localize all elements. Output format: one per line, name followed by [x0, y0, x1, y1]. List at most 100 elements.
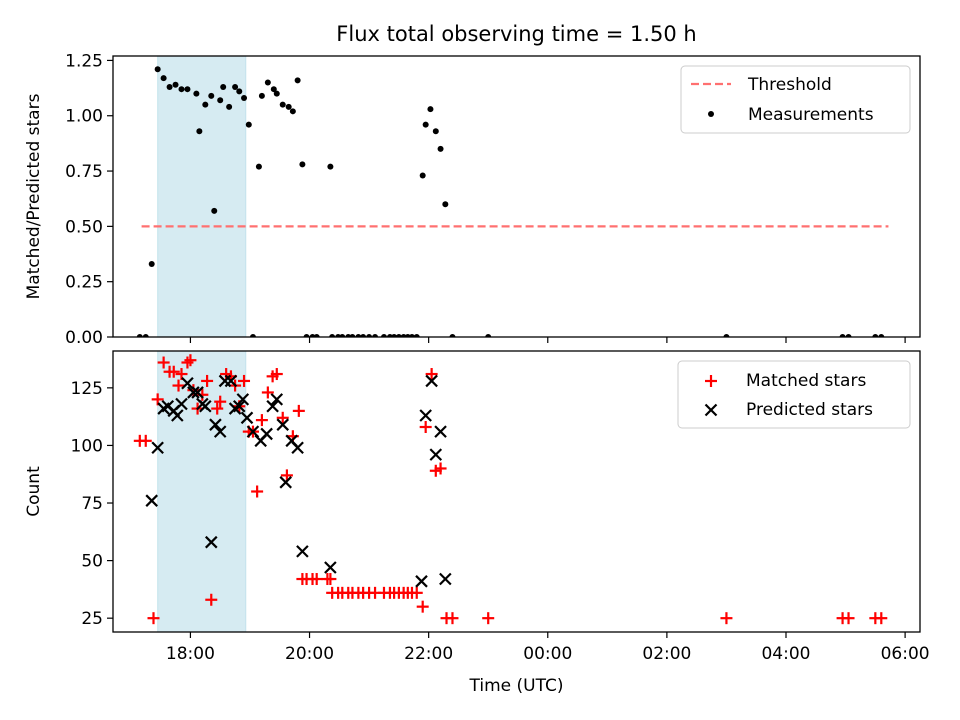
measurement-point [327, 163, 334, 170]
matched-star-point [875, 612, 888, 625]
measurement-point [349, 334, 356, 337]
matched-star-point [201, 374, 214, 387]
predicted-star-point [199, 400, 212, 413]
measurement-point [442, 201, 449, 208]
measurement-point [432, 128, 439, 135]
measurement-point [329, 334, 336, 337]
matched-star-point [205, 593, 218, 606]
measurement-point [289, 108, 296, 115]
matched-star-point [261, 386, 274, 399]
y-tick-label: 0.00 [65, 328, 103, 348]
matched-star-point [151, 393, 164, 406]
measurement-point [270, 86, 277, 93]
measurement-point [872, 334, 879, 337]
matched-star-point [416, 600, 429, 613]
predicted-star-point [266, 400, 279, 413]
matched-star-point [419, 421, 432, 434]
measurement-point [408, 334, 415, 337]
measurement-point [380, 334, 387, 337]
matched-star-point [842, 612, 855, 625]
predicted-star-point [187, 386, 200, 399]
measurement-point [220, 83, 227, 90]
y-tick-label: 0.50 [65, 217, 103, 237]
matched-star-point [147, 612, 160, 625]
y-axis-label: Count [24, 466, 44, 517]
matched-star-point [482, 612, 495, 625]
x-tick-label: 06:00 [881, 644, 930, 664]
predicted-star-point [151, 441, 164, 455]
matched-star-point [251, 485, 264, 498]
matched-star-point [175, 368, 188, 381]
matched-star-point [270, 368, 283, 381]
legend-predicted-swatch [704, 403, 718, 417]
x-tick-label: 04:00 [761, 644, 810, 664]
matched-star-point [139, 434, 152, 447]
axes-frame [112, 55, 921, 338]
predicted-star-point [224, 374, 238, 388]
measurement-point [148, 260, 155, 267]
predicted-star-point [270, 393, 284, 406]
measurement-point [366, 334, 373, 337]
measurement-point [245, 121, 252, 128]
predicted-star-point [236, 393, 250, 406]
measurement-point [202, 101, 209, 108]
predicted-star-point [291, 441, 304, 455]
measurement-point [485, 334, 492, 337]
predicted-star-point [204, 535, 218, 549]
predicted-star-point [439, 572, 452, 586]
matched-star-point [292, 404, 305, 417]
matched-star-point [167, 365, 180, 378]
shaded-span [157, 55, 247, 338]
measurement-point [391, 334, 398, 337]
measurement-point [294, 77, 301, 84]
predicted-star-point [232, 400, 246, 413]
legend-box [680, 65, 911, 134]
predicted-star-point [240, 411, 254, 425]
plot-area [136, 66, 889, 337]
predicted-star-point [415, 575, 428, 588]
predicted-star-point [181, 376, 194, 390]
matched-star-point [211, 402, 224, 415]
measurement-point [264, 79, 271, 86]
measurement-point [419, 172, 426, 179]
y-tick-label: 0.75 [65, 162, 103, 182]
measurement-point [142, 334, 149, 337]
matched-star-point [214, 395, 227, 408]
y-tick-label: 125 [71, 379, 103, 399]
measurement-point [313, 334, 320, 337]
measurement-point [208, 92, 215, 99]
measurement-point [360, 334, 367, 337]
matched-star-point [425, 368, 438, 381]
axes-frame [112, 350, 921, 633]
predicted-star-point [209, 418, 222, 431]
measurement-point [413, 334, 420, 337]
measurement-point [217, 97, 224, 104]
measurement-point [449, 334, 456, 337]
matched-star-point [280, 469, 293, 482]
bottom-panel: 25 50 75 100 125 18:00 20:00 22:00 00:00 02:00 04:… [24, 350, 930, 696]
predicted-star-point [213, 425, 227, 438]
measurement-point [273, 90, 280, 97]
legend: Threshold Measurements [680, 65, 911, 134]
measurement-point [299, 161, 306, 168]
measurement-point [184, 86, 191, 93]
x-axis-label: Time (UTC) [469, 676, 564, 696]
plot-area [133, 354, 888, 625]
predicted-star-point [171, 409, 184, 422]
y-tick-label: 25 [81, 609, 103, 629]
matched-star-point [410, 586, 423, 599]
matched-star-point [184, 354, 197, 367]
predicted-star-point [419, 409, 432, 422]
predicted-star-point [145, 494, 158, 507]
predicted-star-point [434, 425, 447, 438]
legend-matched-label: Matched stars [746, 371, 866, 391]
measurement-point [211, 207, 218, 214]
measurement-point [154, 66, 161, 73]
legend-threshold-label: Threshold [747, 75, 832, 95]
predicted-star-point [175, 397, 188, 411]
measurement-point [232, 83, 239, 90]
measurement-point [279, 101, 286, 108]
measurement-point [136, 334, 143, 337]
measurement-point [395, 334, 402, 337]
matched-star-point [157, 356, 170, 369]
